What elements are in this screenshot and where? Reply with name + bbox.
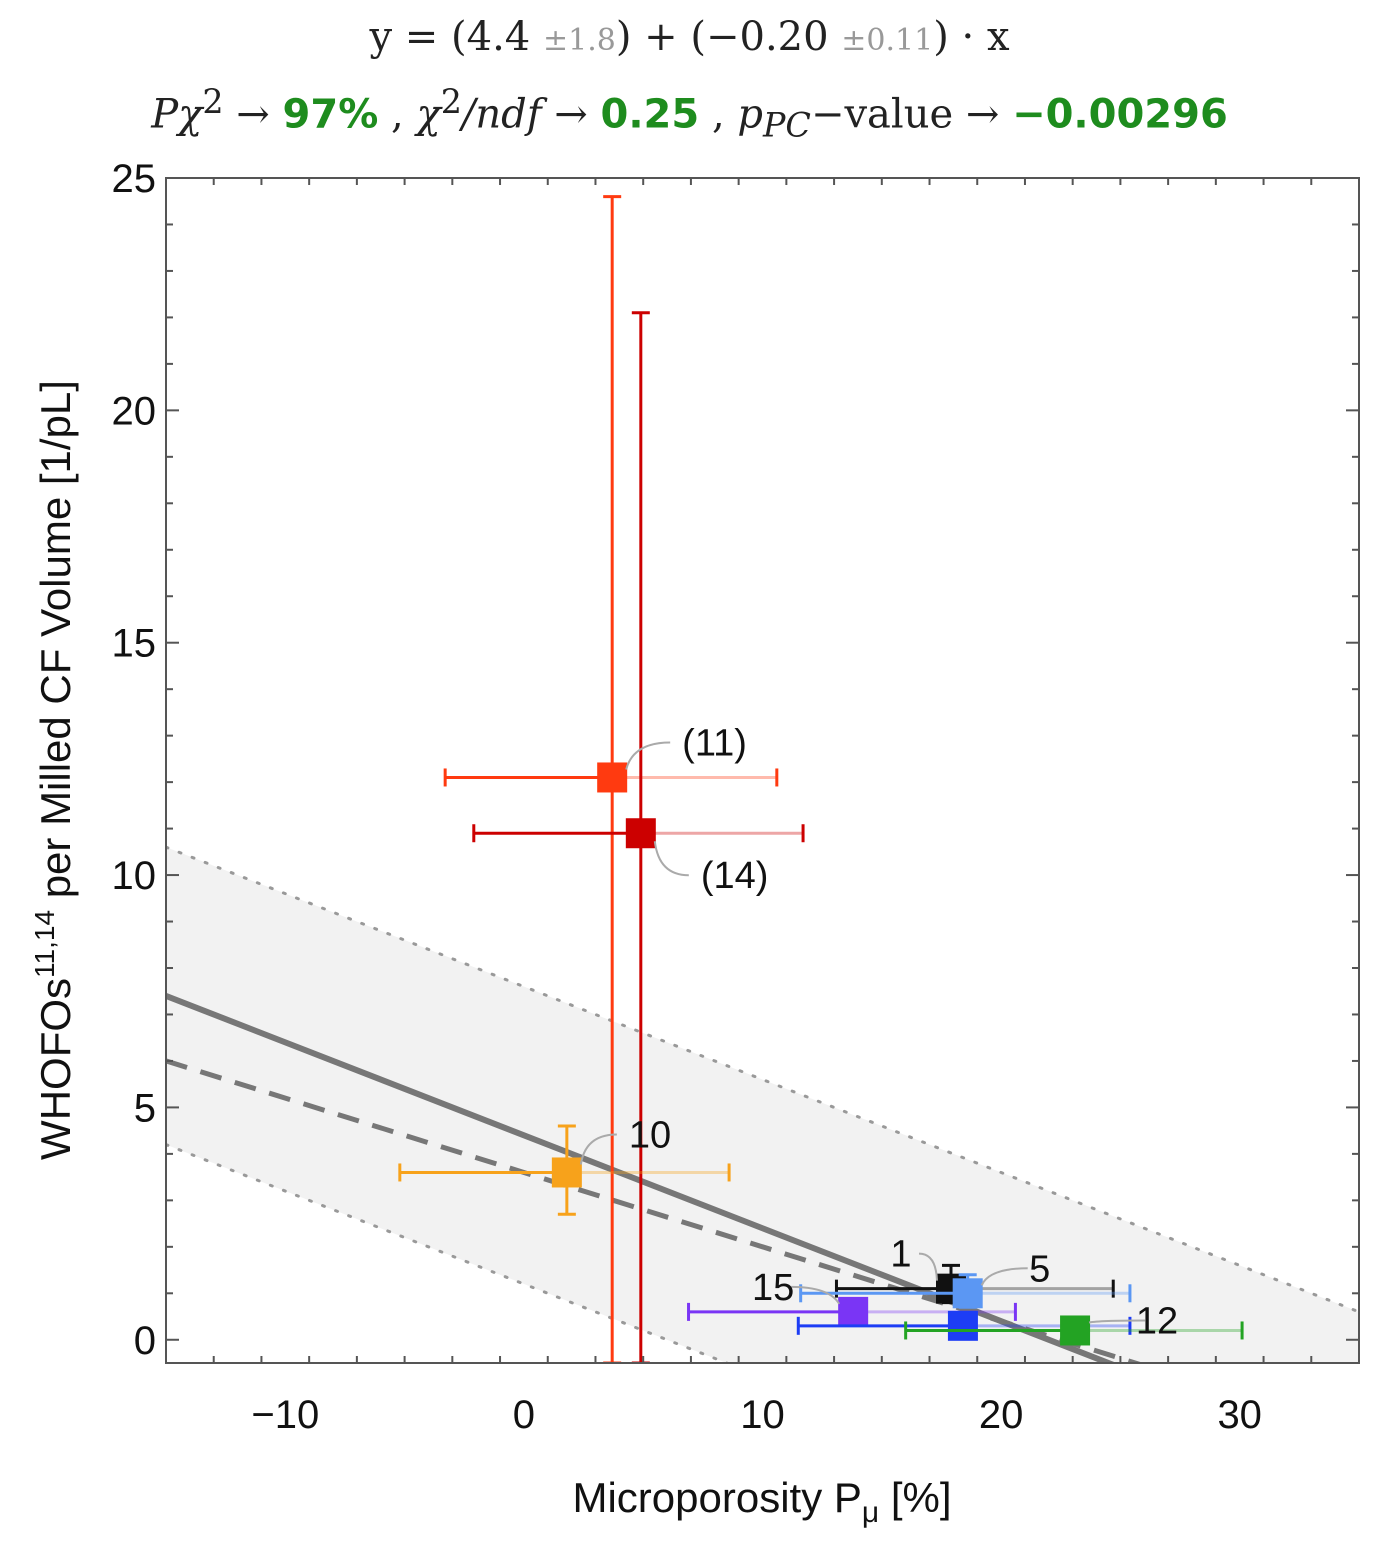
label-callout [625,741,671,770]
p-chi2-value: 97% [282,91,379,138]
y-tick-label: 25 [112,157,157,201]
label-callout [791,1285,841,1305]
chi2-ndf-label: χ [416,91,441,138]
data-point-group [472,311,805,1363]
label-callout [1088,1319,1146,1324]
y-tick-label: 10 [112,854,157,898]
data-point-group [904,1315,1244,1346]
x-axis-title-unit: [%] [879,1474,951,1521]
data-point-marker [597,762,628,793]
data-point-group [398,1124,731,1216]
data-point-marker [947,1310,978,1341]
eq-prefix: y = ( [369,14,467,60]
p-pc-value: −0.00296 [1012,91,1228,138]
y-axis-title-sup: 11,14 [29,910,60,978]
band-lower-dotted-line [166,1143,731,1363]
p-pc-label: p [737,91,763,138]
data-point-marker [952,1278,983,1309]
data-point-group [796,1310,1132,1341]
eq-slope: −0.20 [705,14,829,60]
point-label: (14) [701,855,769,897]
x-tick-label: 0 [513,1393,535,1437]
point-label: 12 [1136,1300,1178,1342]
y-tick-label: 5 [134,1086,156,1130]
eq-middle: ) + ( [615,14,706,60]
p-chi2-label: Pχ [151,91,203,138]
y-tick-label: 15 [112,622,157,666]
label-callout [918,1252,938,1281]
x-tick-label: 10 [740,1393,785,1437]
eq-intercept: 4.4 [466,14,531,60]
point-label: 1 [890,1234,911,1276]
data-points [398,195,1244,1363]
label-callout [579,1133,617,1165]
eq-intercept-unc: ±1.8 [542,23,616,58]
x-tick-label: 30 [1217,1393,1262,1437]
x-axis-title-sub: μ [862,1496,879,1529]
data-point-group [799,1273,1132,1309]
data-point-marker [1060,1315,1091,1346]
label-callout [980,1267,1028,1286]
alternative-fit-dashed-line [166,1058,1144,1363]
eq-slope-unc: ±0.11 [841,23,934,58]
point-label: 5 [1029,1248,1050,1290]
y-axis-title-text: WHOFOs [32,978,79,1160]
y-tick-label: 0 [134,1319,156,1363]
eq-suffix: ) · x [933,14,1010,60]
point-label: (11) [682,722,747,764]
band-upper-dotted-line [166,845,1359,1314]
point-label: 10 [629,1114,671,1156]
y-axis-title-rest: per Milled CF Volume [1/pL] [32,380,79,910]
fit-line [166,993,1117,1363]
data-point-marker [551,1157,582,1188]
y-tick-label: 20 [112,389,157,433]
y-axis-title: WHOFOs11,14 per Milled CF Volume [1/pL] [29,380,79,1160]
plot-frame [165,177,1360,1364]
fit-equation: y = (4.4 ±1.8) + (−0.20 ±0.11) · x [0,14,1379,60]
x-tick-label: 20 [979,1393,1024,1437]
fit-statistics: Pχ2 → 97% , χ2/ndf → 0.25 , pPC−value → … [151,82,1228,145]
chi2-ndf-value: 0.25 [600,91,700,138]
data-point-marker [838,1296,869,1327]
point-label: 15 [752,1267,794,1309]
x-tick-label: −10 [251,1393,319,1437]
x-axis-title: Microporosity Pμ [%] [572,1474,951,1529]
data-point-marker [625,818,656,849]
x-axis-title-text: Microporosity P [572,1474,861,1521]
confidence-band [166,847,1359,1363]
label-callout [653,841,689,877]
data-point-group [687,1296,1017,1327]
